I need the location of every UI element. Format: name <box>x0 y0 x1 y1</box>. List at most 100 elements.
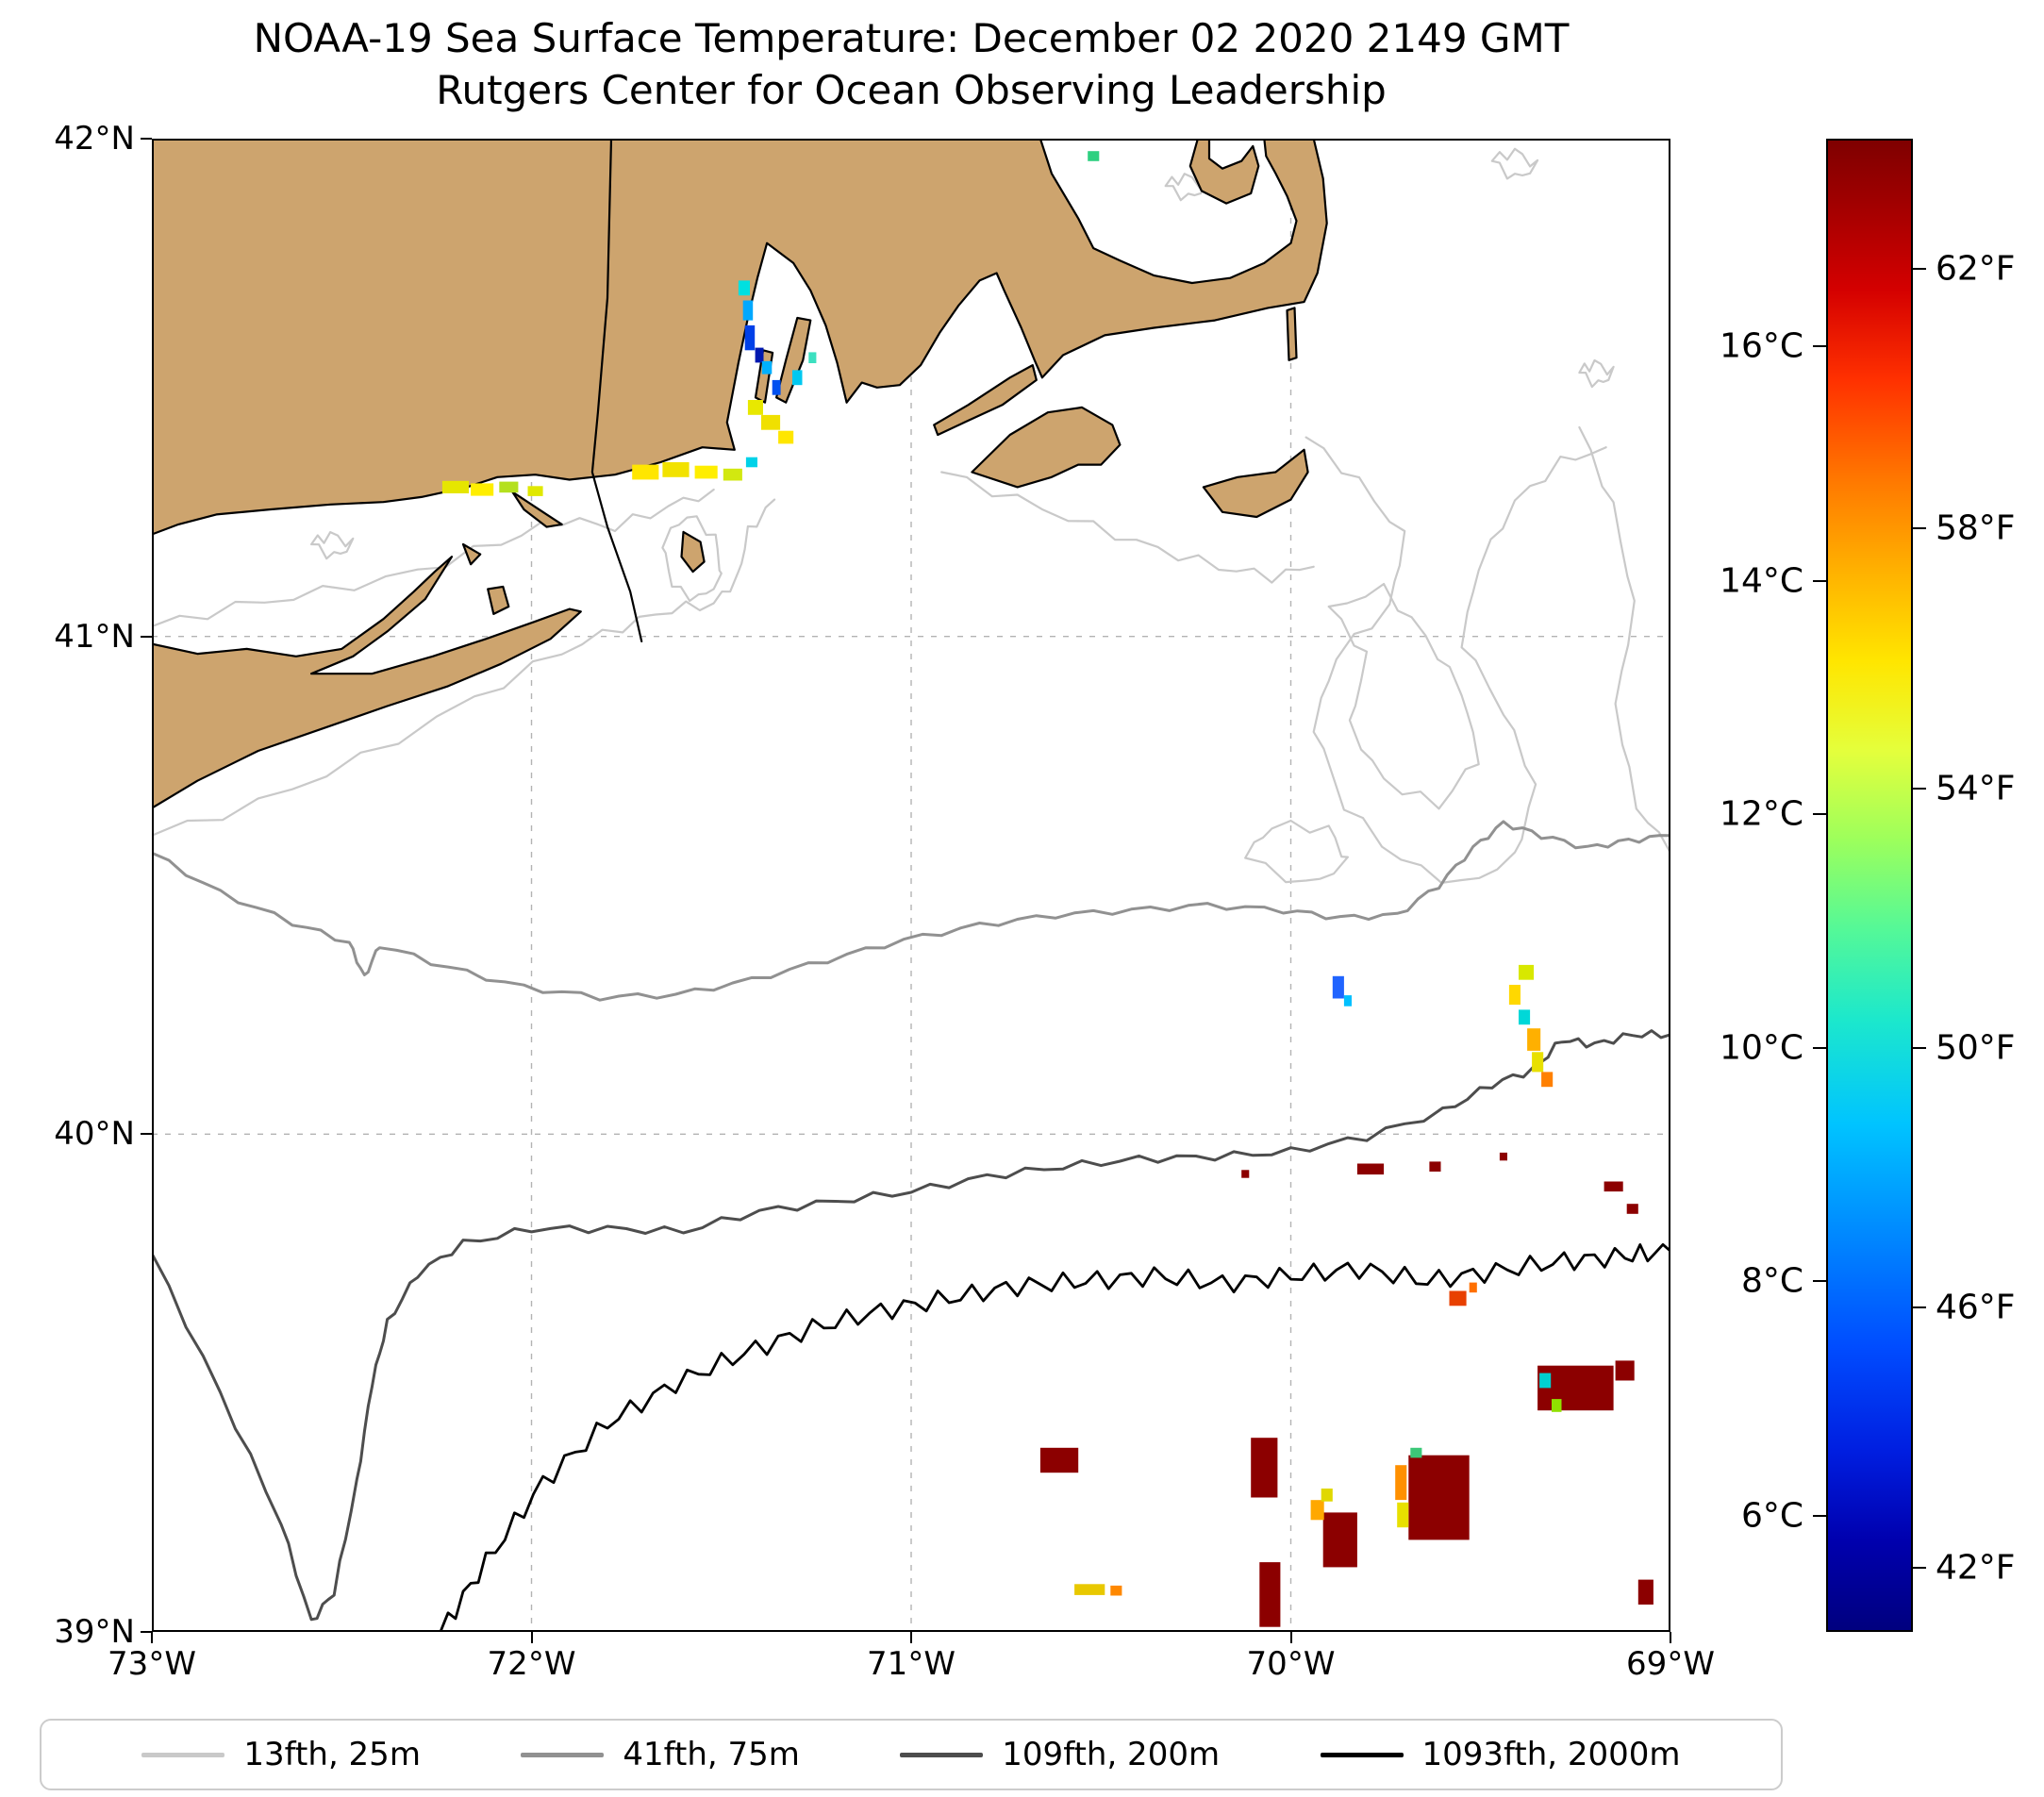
map-canvas <box>152 139 1670 1632</box>
sst-pixel <box>1429 1161 1441 1172</box>
x-tick-label: 71°W <box>867 1645 956 1683</box>
colorbar-fahrenheit-tick-mark <box>1913 527 1926 530</box>
legend-label: 109fth, 200m <box>1002 1736 1221 1773</box>
depth-contour-legend: 13fth, 25m 41fth, 75m 109fth, 200m 1093fth,… <box>40 1719 1783 1790</box>
land-island <box>1202 448 1309 519</box>
sst-pixel <box>1356 1163 1385 1175</box>
sst-pixel <box>738 280 750 296</box>
contour-109fth-200m <box>152 1029 1670 1622</box>
contour-13fth-25m <box>1578 425 1670 855</box>
sst-pixel <box>1408 1455 1470 1540</box>
land-island <box>775 316 812 404</box>
sst-pixel <box>1552 1399 1562 1412</box>
x-tick-mark <box>1289 1632 1292 1643</box>
contour-41fth-75m <box>152 820 1670 1002</box>
sst-pixel <box>1110 1585 1122 1596</box>
sst-pixel <box>1539 1373 1552 1389</box>
land-island <box>461 542 482 566</box>
colorbar-celsius-label: 10°C <box>1720 1028 1803 1068</box>
colorbar-celsius-tick-mark <box>1813 345 1826 348</box>
title-block: NOAA-19 Sea Surface Temperature: Decembe… <box>152 13 1670 116</box>
colorbar-fahrenheit-tick-mark <box>1913 1566 1926 1569</box>
y-tick-label: 40°N <box>54 1115 135 1154</box>
x-tick-label: 73°W <box>108 1645 196 1683</box>
colorbar-celsius-tick-mark <box>1813 579 1826 582</box>
colorbar-celsius-label: 12°C <box>1720 794 1803 834</box>
sst-pixel <box>1322 1512 1357 1568</box>
y-tick-mark <box>141 1631 152 1633</box>
sst-pixel <box>441 480 470 493</box>
map-plot-area <box>152 139 1670 1632</box>
sst-pixel <box>1321 1489 1333 1502</box>
figure-subtitle: Rutgers Center for Ocean Observing Leade… <box>436 66 1387 113</box>
sst-pixel <box>1343 995 1352 1007</box>
contour-13fth-25m <box>940 471 1315 584</box>
contour-13fth-25m <box>1490 147 1539 180</box>
land-island <box>933 364 1038 437</box>
colorbar-fahrenheit-label: 62°F <box>1936 249 2016 289</box>
colorbar-celsius-tick-mark <box>1813 1514 1826 1517</box>
contour-13fth-25m <box>310 531 355 560</box>
contour-13fth-25m <box>1244 819 1349 884</box>
contour-13fth-25m <box>1578 358 1615 389</box>
contour-1093fth-2000m <box>439 1242 1670 1632</box>
sst-pixel <box>1527 1028 1541 1051</box>
sst-pixel <box>723 468 742 481</box>
sst-pixel <box>632 464 659 480</box>
sst-pixel <box>1088 151 1100 161</box>
y-tick-label: 42°N <box>54 120 135 158</box>
figure-title: NOAA-19 Sea Surface Temperature: Decembe… <box>253 15 1570 61</box>
sst-pixel <box>808 352 817 363</box>
contour-line-sample <box>1320 1752 1404 1757</box>
sst-pixel <box>1395 1465 1407 1501</box>
colorbar-fahrenheit-tick-mark <box>1913 1047 1926 1050</box>
land-provincetown-hook <box>1188 139 1260 205</box>
sst-pixel <box>1626 1204 1638 1214</box>
y-tick-mark <box>141 1133 152 1136</box>
sst-pixel <box>761 414 781 430</box>
sst-pixel <box>694 465 718 479</box>
contour-13fth-25m <box>1327 582 1480 810</box>
colorbar-celsius-tick-mark <box>1813 1047 1826 1050</box>
x-tick-label: 70°W <box>1246 1645 1336 1683</box>
colorbar-fahrenheit-tick-mark <box>1913 1306 1926 1309</box>
legend-item: 109fth, 200m <box>900 1736 1220 1773</box>
contour-13fth-25m <box>152 488 715 628</box>
sst-pixel <box>471 483 494 496</box>
colorbar-fahrenheit-tick-mark <box>1913 267 1926 270</box>
x-tick-label: 69°W <box>1626 1645 1715 1683</box>
sst-pixel <box>792 370 803 386</box>
legend-item: 1093fth, 2000m <box>1320 1736 1681 1773</box>
plot-border <box>152 139 1670 1632</box>
colorbar-celsius-tick-mark <box>1813 812 1826 815</box>
contour-13fth-25m <box>152 498 776 837</box>
colorbar-celsius-label: 14°C <box>1720 561 1803 601</box>
sst-pixel <box>1397 1502 1409 1528</box>
sst-pixel <box>1537 1365 1614 1411</box>
colorbar-celsius-label: 16°C <box>1720 326 1803 366</box>
sst-pixel <box>527 486 543 496</box>
legend-label: 13fth, 25m <box>243 1736 421 1773</box>
legend-label: 41fth, 75m <box>623 1736 800 1773</box>
colorbar-fahrenheit-label: 50°F <box>1936 1028 2016 1068</box>
x-tick-mark <box>151 1632 153 1643</box>
sst-pixel <box>778 430 794 444</box>
y-tick-mark <box>141 635 152 638</box>
colorbar-celsius-label: 6°C <box>1740 1496 1803 1536</box>
sst-pixel <box>1519 964 1535 980</box>
colorbar-fahrenheit-label: 54°F <box>1936 769 2016 808</box>
legend-item: 13fth, 25m <box>141 1736 421 1773</box>
state-border-line <box>590 139 643 642</box>
land-island <box>487 585 510 615</box>
sst-pixel <box>1039 1447 1079 1473</box>
legend-label: 1093fth, 2000m <box>1421 1736 1681 1773</box>
sst-pixel <box>1074 1584 1105 1595</box>
colorbar-gradient <box>1826 139 1913 1632</box>
contour-line-sample <box>521 1752 605 1757</box>
x-tick-mark <box>1670 1632 1671 1643</box>
legend-item: 41fth, 75m <box>521 1736 800 1773</box>
sst-pixel <box>1637 1579 1653 1605</box>
sst-pixel <box>745 457 757 468</box>
map-layers <box>152 139 1670 1632</box>
sst-pixel <box>1508 985 1521 1006</box>
